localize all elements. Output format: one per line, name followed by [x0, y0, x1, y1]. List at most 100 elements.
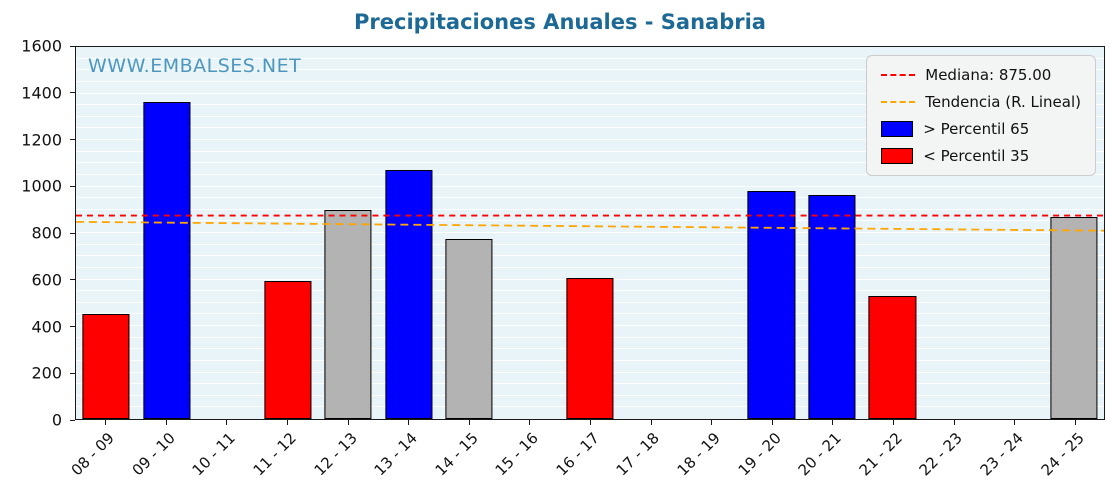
bar-21-22: [868, 295, 916, 419]
x-tick: [226, 420, 228, 425]
legend-item-median: Mediana: 875.00: [881, 66, 1081, 84]
bar-09-10: [143, 101, 191, 419]
legend-item-above-percentile: > Percentil 65: [881, 120, 1081, 138]
x-tick: [832, 420, 834, 425]
legend: Mediana: 875.00 Tendencia (R. Lineal) > …: [866, 55, 1096, 176]
x-tick-label: 08 - 09: [67, 429, 119, 480]
gridline: [76, 162, 1104, 164]
x-tick: [105, 420, 107, 425]
red-patch-icon: [881, 148, 914, 164]
x-tick: [650, 420, 652, 425]
x-tick: [165, 420, 167, 425]
x-tick-label: 21 - 22: [855, 429, 906, 480]
trend-line-swatch-icon: [881, 101, 916, 103]
plot-area: WWW.EMBALSES.NET Mediana: 875.00 Tendenc…: [75, 46, 1105, 420]
bar-08-09: [82, 314, 130, 419]
bar-11-12: [264, 280, 312, 419]
legend-item-below-percentile: < Percentil 35: [881, 147, 1081, 165]
y-tick-label: 1000: [21, 176, 62, 196]
x-tick-label: 23 - 24: [976, 429, 1027, 480]
y-tick-label: 400: [31, 317, 62, 336]
x-tick-label: 20 - 21: [794, 429, 846, 480]
gridline: [76, 92, 1104, 94]
y-tick: [70, 185, 75, 187]
reference-lines: [76, 214, 1104, 232]
x-tick-label: 13 - 14: [370, 429, 421, 480]
y-tick: [70, 279, 75, 281]
gridline: [76, 139, 1104, 140]
x-tick: [347, 420, 349, 425]
gridline: [76, 69, 1104, 71]
x-tick: [287, 420, 289, 425]
gridline: [76, 57, 1104, 59]
x-tick-label: 11 - 12: [249, 429, 300, 480]
x-tick-label: 12 - 13: [310, 429, 361, 480]
blue-patch-icon: [881, 121, 914, 137]
x-tick: [590, 420, 591, 425]
y-tick: [70, 92, 75, 94]
y-tick-label: 1600: [21, 36, 62, 56]
bar-16-17: [566, 278, 614, 419]
x-tick-label: 15 - 16: [491, 429, 543, 480]
legend-median-label: Mediana: 875.00: [925, 66, 1052, 84]
x-tick: [892, 420, 894, 425]
legend-item-trend: Tendencia (R. Lineal): [881, 93, 1081, 111]
bar-12-13: [324, 209, 372, 419]
y-tick-label: 800: [31, 223, 62, 243]
gridline: [76, 255, 1104, 257]
gridline: [76, 127, 1104, 129]
x-tick: [711, 420, 713, 425]
bar-20-21: [808, 194, 856, 419]
legend-above-label: > Percentil 65: [923, 120, 1030, 138]
y-tick: [70, 45, 75, 47]
x-tick: [408, 420, 410, 425]
gridline: [76, 185, 1104, 187]
gridline: [76, 220, 1104, 222]
x-axis: 08 - 09 09 - 10 10 - 11 11 - 12 12 - 13 13 - …: [68, 420, 1105, 500]
bar-14-15: [445, 238, 493, 419]
bar-24-25: [1050, 216, 1098, 419]
gridline: [76, 115, 1104, 117]
x-tick-label: 10 - 11: [188, 429, 240, 480]
watermark: WWW.EMBALSES.NET: [88, 55, 302, 77]
median-line-swatch-icon: [881, 74, 916, 76]
x-tick: [1014, 420, 1016, 425]
gridline: [76, 104, 1104, 106]
y-tick-label: 0: [51, 410, 62, 430]
gridline: [76, 150, 1104, 152]
y-tick: [70, 419, 75, 421]
x-tick: [529, 420, 531, 425]
y-tick-label: 1400: [21, 83, 62, 103]
y-tick: [70, 232, 75, 234]
gridline: [76, 243, 1104, 245]
y-tick-label: 200: [31, 363, 62, 383]
x-tick: [1074, 420, 1076, 425]
bar-13-14: [385, 170, 433, 419]
y-tick: [70, 139, 75, 140]
gridline: [76, 173, 1104, 175]
x-tick-label: 16 - 17: [552, 429, 603, 480]
trend-line: [76, 220, 1104, 232]
y-tick-label: 600: [31, 270, 62, 290]
x-tick-label: 17 - 18: [613, 429, 664, 480]
x-tick: [468, 420, 470, 425]
x-tick-label: 19 - 20: [734, 429, 785, 480]
x-tick-label: 14 - 15: [431, 429, 482, 480]
gridline: [76, 197, 1104, 199]
y-tick-label: 1200: [21, 130, 62, 149]
x-tick-label: 09 - 10: [128, 429, 179, 480]
gridline: [76, 232, 1104, 233]
x-tick: [771, 420, 773, 425]
y-axis: 0 200 400 600 800 1000 1200 1400 1600: [0, 37, 75, 430]
x-tick-label: 24 - 25: [1037, 429, 1088, 480]
x-tick: [953, 420, 955, 425]
x-tick-label: 22 - 23: [915, 429, 967, 480]
bar-19-20: [747, 191, 795, 419]
y-tick: [70, 372, 75, 374]
legend-below-label: < Percentil 35: [923, 147, 1030, 165]
chart-title: Precipitaciones Anuales - Sanabria: [354, 10, 766, 34]
x-tick-label: 18 - 19: [673, 429, 724, 480]
gridline: [76, 266, 1104, 268]
y-tick: [70, 326, 75, 327]
